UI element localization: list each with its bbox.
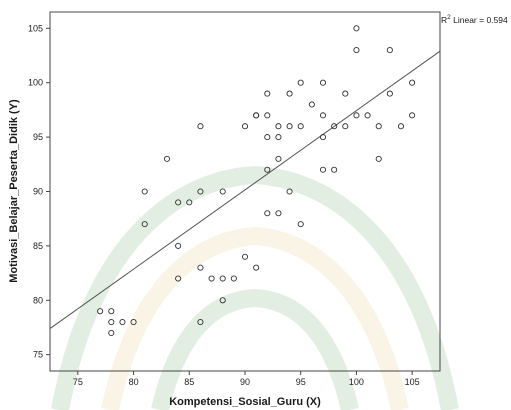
x-tick-label: 95 <box>296 377 306 387</box>
scatter-point <box>241 123 249 130</box>
scatter-point <box>141 188 148 195</box>
x-axis-title: Kompetensi_Sosial_Guru (X) <box>169 396 321 408</box>
scatter-point <box>375 123 382 130</box>
scatter-point <box>353 47 360 54</box>
scatter-point <box>275 123 282 130</box>
scatter-point <box>319 79 327 86</box>
x-tick-label: 90 <box>240 377 250 387</box>
scatter-point <box>141 221 148 228</box>
scatter-point <box>163 155 171 162</box>
scatter-point <box>264 134 271 141</box>
scatter-point <box>241 253 249 260</box>
scatter-point <box>364 112 371 119</box>
scatter-point <box>319 166 327 173</box>
scatter-point <box>108 318 115 326</box>
x-tick-label: 85 <box>184 377 194 387</box>
y-tick-label: 75 <box>33 350 43 360</box>
x-axis-ticks: 75 80 85 90 95 100 105 <box>73 371 420 387</box>
scatter-point <box>175 242 182 249</box>
watermark-arches <box>51 165 459 410</box>
scatter-point <box>175 275 182 282</box>
scatter-point <box>342 90 349 97</box>
scatter-point <box>186 199 193 206</box>
r-squared-value: Linear = 0.594 <box>451 15 508 25</box>
scatter-point <box>409 112 416 119</box>
scatter-point <box>108 329 115 336</box>
scatter-point <box>275 134 282 141</box>
scatter-point <box>375 155 382 162</box>
y-axis-ticks: 75 80 85 90 95 100 105 <box>28 23 50 360</box>
scatter-point <box>219 188 226 195</box>
x-tick-label: 100 <box>349 377 364 387</box>
r-squared-prefix: R <box>441 15 447 25</box>
x-tick-label: 75 <box>73 377 83 387</box>
y-tick-label: 85 <box>33 241 43 251</box>
scatter-point <box>308 101 315 108</box>
r-squared-annotation: R2 Linear = 0.594 <box>441 14 508 25</box>
x-tick-label: 105 <box>405 377 420 387</box>
y-tick-label: 90 <box>33 187 43 197</box>
scatter-point <box>264 112 271 119</box>
scatter-point <box>319 134 327 141</box>
scatter-point <box>286 123 293 130</box>
y-tick-label: 80 <box>33 295 43 305</box>
scatter-point <box>353 112 360 119</box>
r-squared-superscript: 2 <box>447 14 451 21</box>
scatter-point <box>331 123 338 130</box>
scatter-points <box>97 25 416 336</box>
y-tick-label: 100 <box>28 78 43 88</box>
scatter-point <box>197 264 204 271</box>
scatter-point <box>397 123 405 130</box>
scatter-point <box>264 210 271 217</box>
scatter-point <box>219 275 226 282</box>
scatter-point <box>275 210 282 217</box>
y-tick-label: 105 <box>28 23 43 33</box>
watermark-arch-middle <box>101 226 409 410</box>
scatter-point <box>253 112 260 119</box>
scatter-point <box>264 90 271 97</box>
scatter-point <box>386 90 393 97</box>
watermark-arch-inner <box>151 288 359 410</box>
y-tick-label: 95 <box>33 132 43 142</box>
scatter-point <box>264 166 271 173</box>
scatter-point <box>175 199 182 206</box>
scatter-point <box>286 188 293 195</box>
scatter-point <box>197 318 204 326</box>
plot-area-frame <box>49 11 441 372</box>
scatter-point <box>197 188 204 195</box>
scatter-point <box>297 123 304 130</box>
scatter-point <box>219 297 226 304</box>
scatter-point <box>297 221 304 228</box>
scatter-point <box>331 166 338 173</box>
scatter-point <box>253 264 260 271</box>
scatter-point <box>97 308 104 315</box>
scatter-point <box>275 155 282 162</box>
watermark-arch-outer <box>51 165 459 410</box>
scatter-point <box>409 79 416 86</box>
y-axis-title: Motivasi_Belajar_Peserta_Didik (Y) <box>8 99 20 283</box>
scatter-point <box>286 90 293 97</box>
scatter-point <box>208 275 215 282</box>
scatter-point <box>108 308 115 315</box>
scatter-point <box>119 318 126 326</box>
scatter-point <box>197 123 204 130</box>
scatter-point <box>130 318 137 326</box>
scatter-point <box>319 112 327 119</box>
linear-fit-line <box>49 50 441 329</box>
x-tick-label: 80 <box>129 377 139 387</box>
scatter-point <box>297 79 304 86</box>
scatter-point <box>386 47 393 54</box>
scatter-point <box>230 275 237 282</box>
scatter-point <box>342 123 349 130</box>
scatter-point <box>353 25 360 32</box>
